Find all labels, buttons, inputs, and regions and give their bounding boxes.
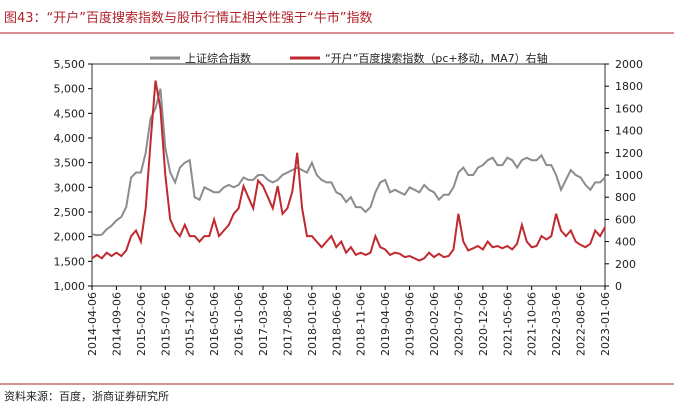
y-tick-label: 1,000 — [54, 280, 86, 293]
y2-tick-label: 400 — [615, 236, 636, 249]
x-tick-label: 2016-10-06 — [233, 292, 246, 356]
x-tick-label: 2020-02-06 — [428, 292, 441, 356]
plot-frame — [91, 63, 606, 287]
y2-tick-label: 2000 — [615, 58, 643, 71]
y2-tick-label: 800 — [615, 191, 636, 204]
series-line — [91, 88, 606, 237]
x-tick-label: 2022-03-06 — [550, 292, 563, 356]
y2-tick-label: 1000 — [615, 169, 643, 182]
series-line — [91, 80, 606, 262]
x-tick-label: 2016-05-06 — [208, 292, 221, 356]
x-tick-label: 2015-07-06 — [159, 292, 172, 356]
y-tick-label: 3,500 — [54, 157, 86, 170]
chart-title: 图43：“开户”百度搜索指数与股市行情正相关性强于“牛市”指数 — [4, 10, 372, 26]
x-tick-label: 2018-06-06 — [330, 292, 343, 356]
y-tick-label: 5,000 — [54, 83, 86, 96]
y-tick-label: 3,000 — [54, 181, 86, 194]
x-tick-label: 2021-05-06 — [501, 292, 514, 356]
y-tick-label: 4,500 — [54, 107, 86, 120]
y2-tick-label: 1400 — [615, 125, 643, 138]
x-tick-label: 2020-07-06 — [452, 292, 465, 356]
x-tick-label: 2021-10-06 — [526, 292, 539, 356]
y-tick-label: 2,500 — [54, 206, 86, 219]
y2-tick-label: 0 — [615, 280, 622, 293]
x-tick-label: 2014-04-06 — [86, 292, 99, 356]
y-tick-label: 1,500 — [54, 255, 86, 268]
x-tick-label: 2014-09-06 — [110, 292, 123, 356]
x-tick-label: 2020-12-06 — [477, 292, 490, 356]
legend-label: 上证综合指数 — [185, 51, 251, 65]
y2-tick-label: 1200 — [615, 147, 643, 160]
x-tick-label: 2017-03-06 — [257, 292, 270, 356]
x-tick-label: 2018-11-06 — [355, 292, 368, 356]
x-tick-label: 2019-04-06 — [379, 292, 392, 356]
x-tick-label: 2023-01-06 — [599, 292, 612, 356]
y-tick-label: 5,500 — [54, 58, 86, 71]
x-tick-label: 2022-08-06 — [575, 292, 588, 356]
y2-tick-label: 600 — [615, 213, 636, 226]
x-tick-label: 2015-12-06 — [184, 292, 197, 356]
y-tick-label: 4,000 — [54, 132, 86, 145]
x-tick-label: 2019-09-06 — [404, 292, 417, 356]
source: 资料来源：百度，浙商证券研究所 — [4, 389, 169, 403]
y2-tick-label: 200 — [615, 258, 636, 271]
x-tick-label: 2017-08-06 — [281, 292, 294, 356]
y2-tick-label: 1600 — [615, 102, 643, 115]
x-tick-label: 2015-02-06 — [135, 292, 148, 356]
y-tick-label: 2,000 — [54, 231, 86, 244]
legend-label: “开户”百度搜索指数（pc+移动，MA7）右轴 — [325, 51, 548, 65]
y2-tick-label: 1800 — [615, 80, 643, 93]
x-tick-label: 2018-01-06 — [306, 292, 319, 356]
